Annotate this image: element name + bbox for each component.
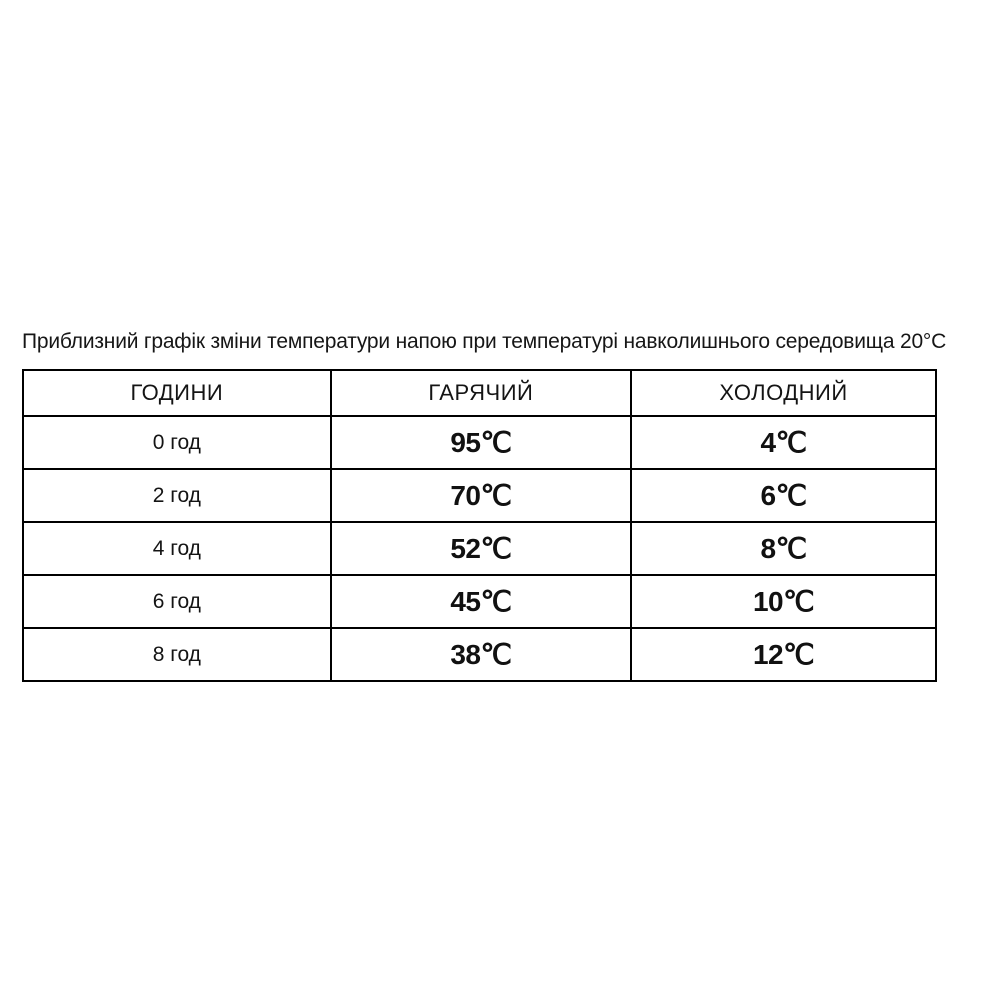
temperature-table: ГОДИНИ ГАРЯЧИЙ ХОЛОДНИЙ 0 год 95℃ 4℃ 2 г… [22, 369, 937, 682]
cold-temp-cell: 6℃ [630, 468, 937, 523]
table-sheet: Приблизний графік зміни температури напо… [22, 330, 947, 682]
hours-cell: 8 год [22, 627, 332, 682]
table-row: 4 год 52℃ 8℃ [22, 521, 937, 576]
header-cell-hours: ГОДИНИ [22, 369, 332, 417]
header-row: ГОДИНИ ГАРЯЧИЙ ХОЛОДНИЙ [22, 369, 937, 417]
cold-temp-cell: 4℃ [630, 415, 937, 470]
cold-temp-cell: 10℃ [630, 574, 937, 629]
hot-temp-cell: 45℃ [329, 574, 633, 629]
cold-temp-cell: 8℃ [630, 521, 937, 576]
hours-cell: 2 год [22, 468, 332, 523]
table-title: Приблизний графік зміни температури напо… [22, 330, 947, 353]
hot-temp-cell: 95℃ [329, 415, 633, 470]
hot-temp-cell: 38℃ [329, 627, 633, 682]
hot-temp-cell: 70℃ [329, 468, 633, 523]
header-cell-cold: ХОЛОДНИЙ [630, 369, 937, 417]
table-row: 0 год 95℃ 4℃ [22, 415, 937, 470]
table-row: 2 год 70℃ 6℃ [22, 468, 937, 523]
hours-cell: 6 год [22, 574, 332, 629]
header-cell-hot: ГАРЯЧИЙ [329, 369, 633, 417]
table-row: 6 год 45℃ 10℃ [22, 574, 937, 629]
hours-cell: 0 год [22, 415, 332, 470]
table-row: 8 год 38℃ 12℃ [22, 627, 937, 682]
cold-temp-cell: 12℃ [630, 627, 937, 682]
hot-temp-cell: 52℃ [329, 521, 633, 576]
hours-cell: 4 год [22, 521, 332, 576]
